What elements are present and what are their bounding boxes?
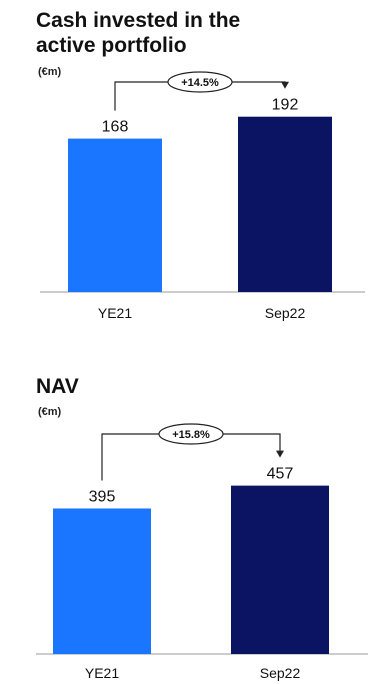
bar <box>231 485 329 654</box>
chart-cash-invested: Cash invested in the active portfolio (€… <box>0 0 384 340</box>
chart-nav: NAV (€m) 395 YE21 457 Sep22 +15.8% <box>0 360 384 684</box>
data-label: 192 <box>272 97 299 114</box>
x-tick-label: Sep22 <box>260 665 301 681</box>
growth-arrow-icon <box>276 450 284 458</box>
unit-label: (€m) <box>38 406 62 418</box>
chart-title: Cash invested in the active portfolio <box>36 9 241 57</box>
growth-badge <box>158 423 224 445</box>
growth-badge <box>167 71 233 93</box>
x-tick-label: YE21 <box>98 305 132 321</box>
bar <box>53 508 151 654</box>
chart-title: NAV <box>36 375 79 398</box>
growth-label: +15.8% <box>172 429 210 441</box>
bar <box>238 116 332 293</box>
data-label: 457 <box>267 466 294 483</box>
chart-plot: 168 YE21 192 Sep22 +14.5% <box>40 71 365 321</box>
growth-arrow-icon <box>281 81 289 89</box>
x-tick-label: Sep22 <box>265 305 306 321</box>
chart-plot: 395 YE21 457 Sep22 +15.8% <box>36 423 368 681</box>
unit-label: (€m) <box>38 66 62 78</box>
data-label: 395 <box>89 488 116 505</box>
data-label: 168 <box>102 119 129 136</box>
x-tick-label: YE21 <box>85 665 119 681</box>
growth-label: +14.5% <box>181 77 219 89</box>
bar <box>68 138 162 292</box>
